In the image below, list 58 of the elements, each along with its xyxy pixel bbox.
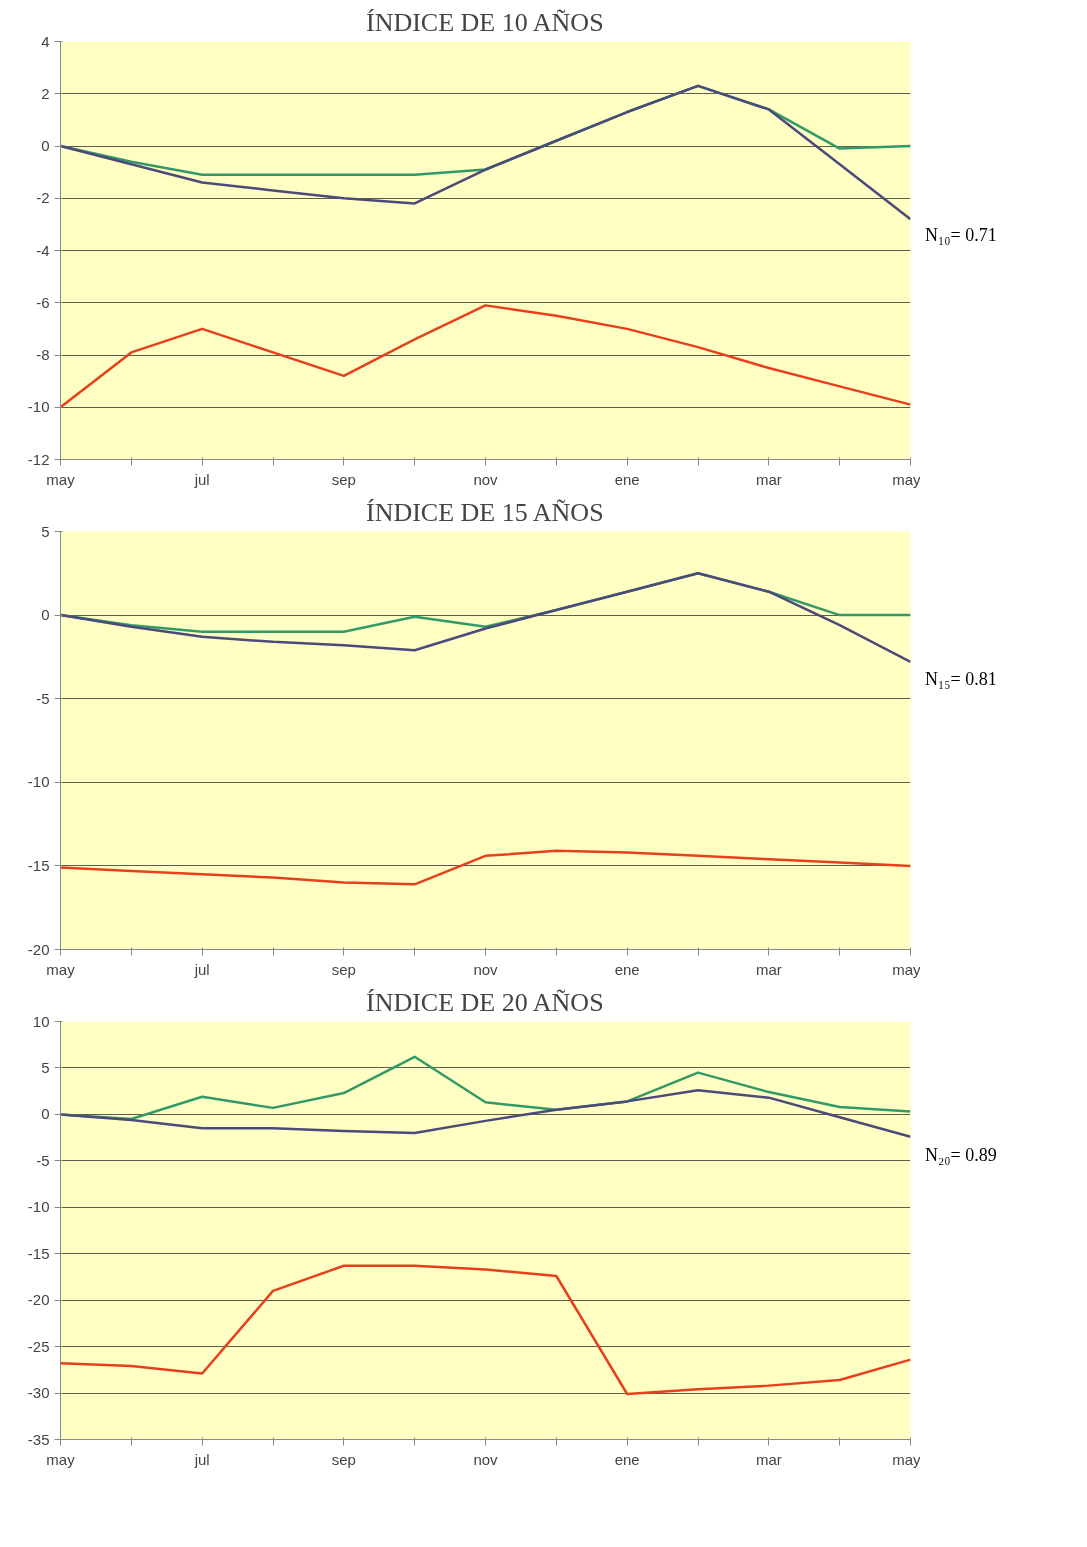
- x-tick-label: jul: [193, 960, 210, 978]
- line-series: [60, 84, 911, 221]
- line-series: [60, 572, 911, 664]
- line-series: [60, 1264, 911, 1396]
- x-tick-label: may: [46, 960, 76, 978]
- y-tick-label: -15: [27, 856, 50, 874]
- y-tick-label: -30: [27, 1384, 50, 1402]
- y-tick-label: 0: [41, 1105, 50, 1123]
- x-tick-label: jul: [193, 470, 210, 488]
- x-tick-label: may: [46, 1450, 76, 1468]
- y-tick-label: 0: [41, 606, 50, 624]
- y-tick-label: -10: [27, 773, 50, 791]
- y-tick-label: -10: [27, 398, 50, 416]
- x-tick-label: ene: [614, 1450, 640, 1468]
- y-tick-label: -12: [27, 450, 50, 468]
- y-tick-label: 0: [41, 137, 50, 154]
- line-series: [60, 849, 911, 886]
- x-tick-label: may: [892, 1450, 921, 1468]
- x-tick-label: ene: [614, 470, 640, 488]
- x-tick-label: nov: [473, 960, 499, 978]
- x-tick-label: mar: [755, 1450, 782, 1468]
- y-tick-label: -4: [36, 241, 50, 259]
- line-series: [60, 304, 911, 409]
- x-tick-label: may: [892, 470, 921, 488]
- y-tick-label: 10: [32, 1012, 50, 1030]
- y-tick-label: -10: [27, 1198, 50, 1216]
- x-tick-label: may: [46, 470, 76, 488]
- y-tick-label: -5: [36, 689, 50, 707]
- y-tick-label: -6: [36, 293, 50, 311]
- y-tick-label: -15: [27, 1244, 50, 1262]
- y-tick-label: -20: [27, 940, 50, 958]
- x-tick-label: ene: [614, 960, 640, 978]
- x-tick-label: sep: [331, 960, 356, 978]
- y-tick-label: -25: [27, 1337, 50, 1355]
- x-tick-label: nov: [473, 470, 499, 488]
- y-tick-label: -35: [27, 1430, 50, 1448]
- x-tick-label: may: [892, 960, 921, 978]
- y-tick-label: 5: [41, 1058, 50, 1076]
- y-tick-label: 2: [41, 84, 50, 102]
- y-tick-label: -5: [36, 1151, 50, 1169]
- x-tick-label: mar: [755, 960, 782, 978]
- text: N₁₅= 0.81: [925, 668, 997, 691]
- chart-title: ÍNDICE DE 20 AÑOS: [365, 987, 604, 1017]
- y-tick-label: 5: [41, 522, 50, 540]
- line-series: [60, 1088, 911, 1138]
- x-tick-label: sep: [331, 470, 356, 488]
- x-tick-label: mar: [755, 470, 782, 488]
- text: N₁₀= 0.71: [925, 224, 997, 247]
- x-tick-label: sep: [331, 1450, 356, 1468]
- chart-title: ÍNDICE DE 10 AÑOS: [365, 7, 604, 37]
- y-tick-label: 4: [41, 32, 50, 50]
- text: N₂₀= 0.89: [925, 1144, 997, 1167]
- x-tick-label: nov: [473, 1450, 499, 1468]
- chart-title: ÍNDICE DE 15 AÑOS: [365, 497, 604, 527]
- x-tick-label: jul: [193, 1450, 210, 1468]
- y-tick-label: -8: [36, 346, 50, 363]
- y-tick-label: -2: [36, 189, 50, 207]
- y-tick-label: -20: [27, 1291, 50, 1309]
